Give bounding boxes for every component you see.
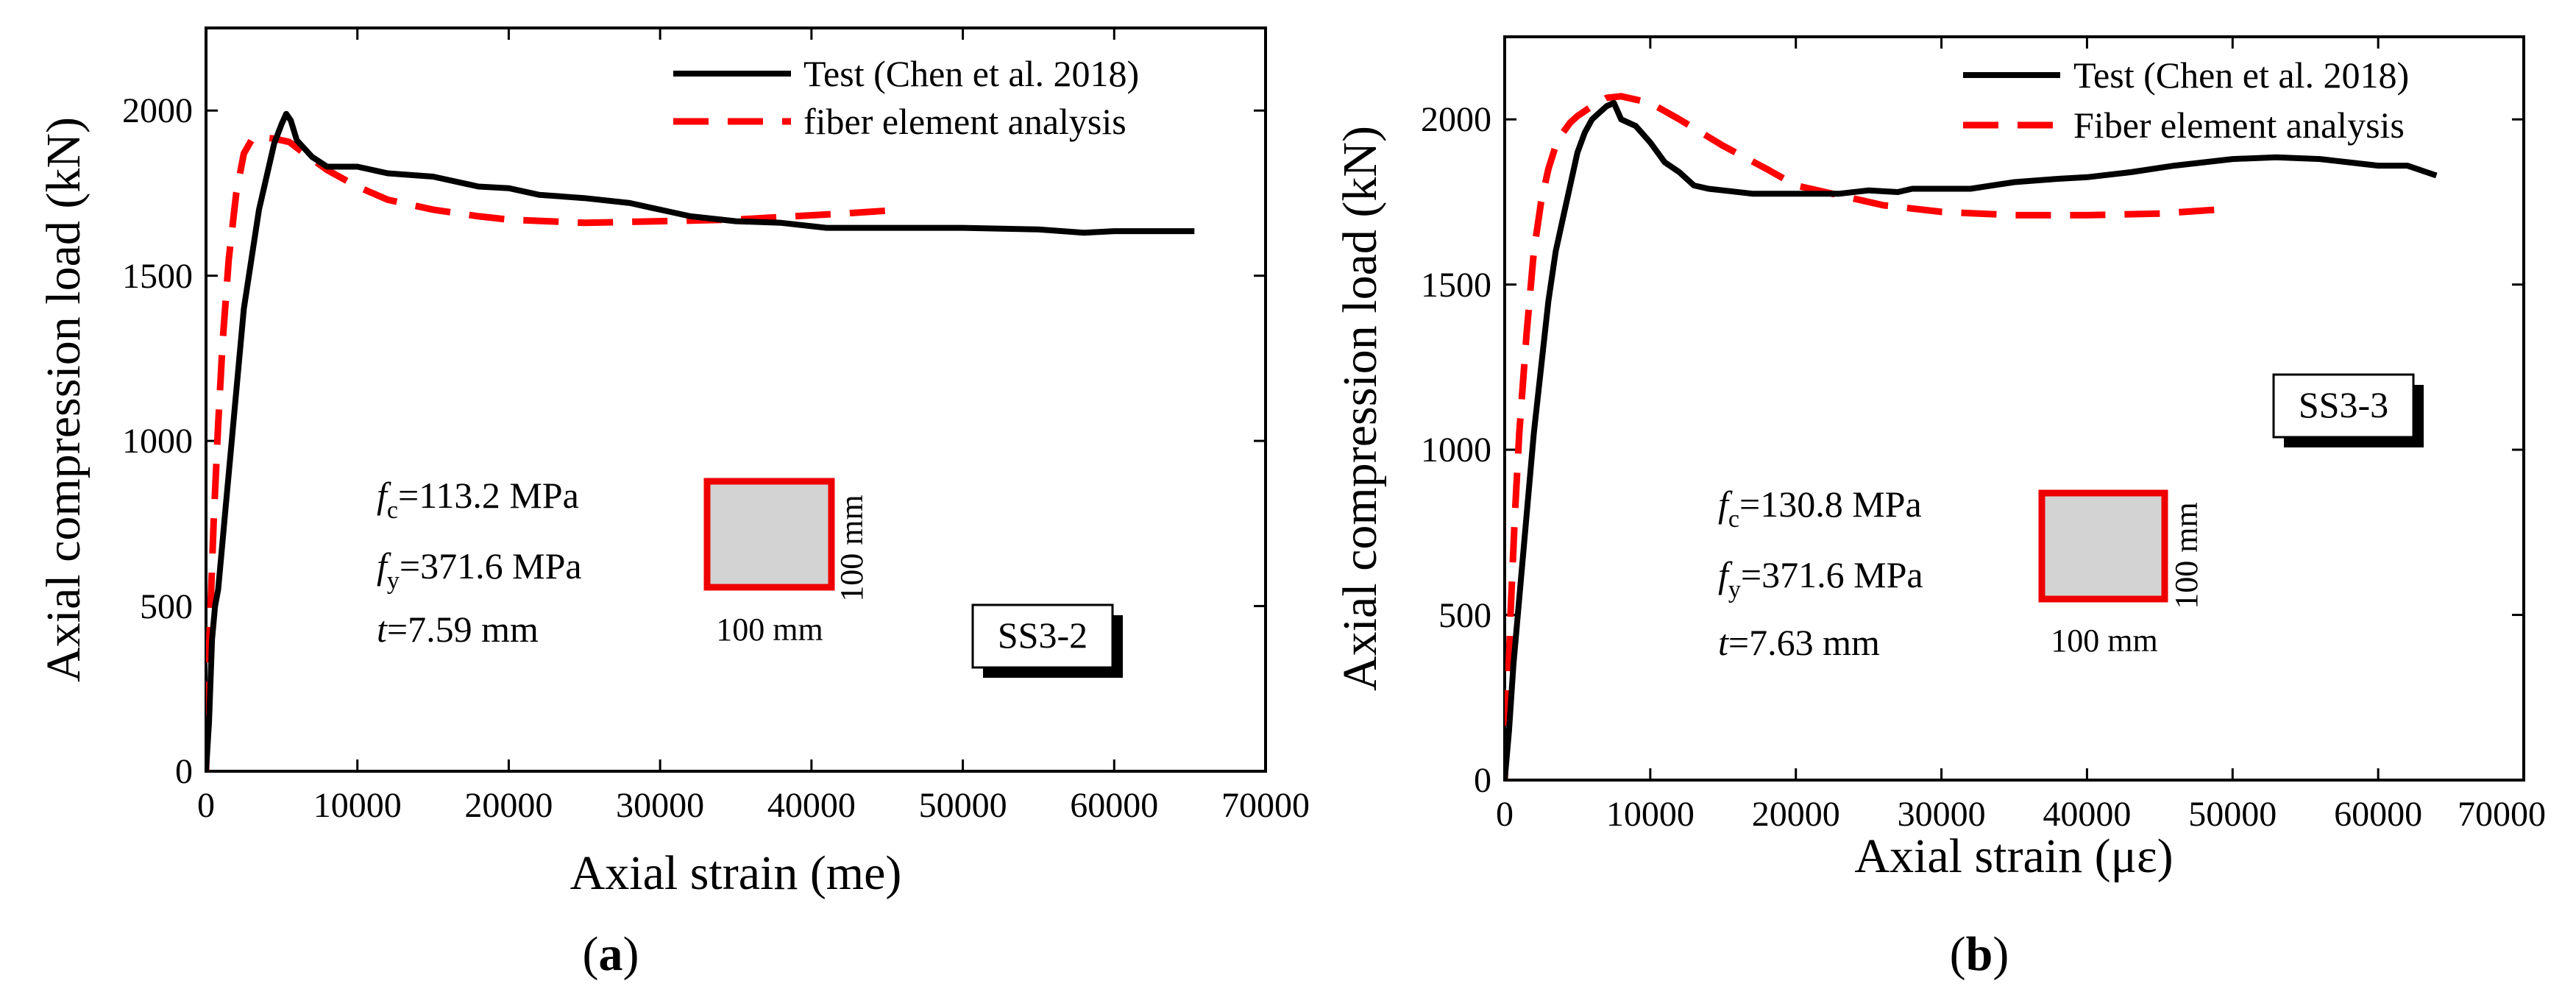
fy-subscript-b: y [1728,576,1741,603]
material-properties-b: fc=130.8 MPa fy=371.6 MPa t=7.63 mm [1718,483,1923,663]
square-section-icon-a [703,478,835,591]
x-tick-label-b-7: 70000 [2458,795,2546,834]
fy-value-b: =371.6 MPa [1741,554,1923,595]
legend-a: Test (Chen et al. 2018) fiber element an… [673,53,1139,142]
series-line-test-b [1505,99,2438,780]
series-line-fiber-analysis-b [1505,93,2233,780]
y-tick-label-b-0: 0 [1474,761,1491,800]
section-width-label-a: 100 mm [716,612,823,648]
x-tick-label-b-6: 60000 [2334,795,2422,834]
x-tick-label-b-4: 40000 [2043,795,2131,834]
y-tick-label-b-1: 500 [1438,596,1491,635]
panel-caption-letter-a: a [599,927,623,981]
series-line-test-a [206,110,1195,771]
y-tick-labels-b: 0 500 1000 1500 2000 [1421,100,1491,800]
plot-frame-a [205,26,1267,773]
specimen-text-a: SS3-2 [998,614,1087,656]
panel-caption-letter-b: b [1966,927,1993,981]
specimen-box-a [971,603,1114,669]
specimen-label-a: SS3-2 [971,603,1123,678]
tick-marks-b [1503,37,2525,782]
legend-label-test-a: Test (Chen et al. 2018) [803,53,1139,94]
fy-value-a: =371.6 MPa [400,545,582,587]
y-axis-label-a: Axial compression load (kN) [37,117,91,682]
panel-caption-a: (a) [583,927,639,981]
y-tick-label-b-2: 1000 [1421,431,1491,470]
legend-label-fiber-b: Fiber element analysis [2073,105,2405,146]
material-properties-a: fc=113.2 MPa fy=371.6 MPa t=7.59 mm [377,475,582,650]
cross-section-b: 100 mm 100 mm [2038,489,2204,659]
chart-panel-a: 0 10000 20000 30000 40000 50000 60000 70… [37,26,1310,981]
fy-subscript-a: y [387,567,400,595]
legend-label-test-b: Test (Chen et al. 2018) [2073,54,2409,96]
x-axis-label-b: Axial strain (με) [1854,829,2173,883]
chart-panel-b: 0 10000 20000 30000 40000 50000 60000 70… [1333,35,2546,981]
legend-b: Test (Chen et al. 2018) Fiber element an… [1963,54,2409,146]
t-value-a: =7.59 mm [387,609,539,650]
t-annotation-a: t=7.59 mm [377,609,539,650]
y-tick-label-a-1: 500 [140,587,193,626]
specimen-label-b: SS3-3 [2272,373,2424,447]
y-tick-label-a-3: 1500 [122,257,193,296]
x-tick-label-a-4: 40000 [767,786,856,825]
t-annotation-b: t=7.63 mm [1718,622,1880,663]
x-tick-label-b-2: 20000 [1752,795,1840,834]
cross-section-a: 100 mm 100 mm [703,478,870,648]
y-tick-label-a-4: 2000 [122,91,193,130]
t-symbol-a: t [377,609,388,650]
x-tick-labels-a: 0 10000 20000 30000 40000 50000 60000 70… [197,786,1310,825]
t-symbol-b: t [1718,622,1729,663]
x-tick-label-a-0: 0 [197,786,215,825]
x-tick-label-b-5: 50000 [2188,795,2277,834]
x-axis-label-a: Axial strain (me) [570,846,902,900]
section-height-label-a: 100 mm [834,495,870,601]
x-tick-label-b-3: 30000 [1898,795,1986,834]
panel-caption-b: (b) [1950,927,2009,981]
section-width-label-b: 100 mm [2051,623,2157,659]
square-section-icon-b [2038,489,2168,603]
x-tick-label-b-1: 10000 [1606,795,1695,834]
fc-value-b: =130.8 MPa [1739,483,1922,525]
y-tick-label-a-0: 0 [175,752,193,791]
fy-annotation-a: fy=371.6 MPa [377,545,582,595]
fc-subscript-b: c [1728,506,1739,533]
legend-label-fiber-a: fiber element analysis [803,101,1126,142]
x-tick-label-a-3: 30000 [616,786,704,825]
t-value-b: =7.63 mm [1728,622,1880,663]
fc-annotation-b: fc=130.8 MPa [1718,483,1922,533]
fy-annotation-b: fy=371.6 MPa [1718,554,1923,603]
fc-annotation-a: fc=113.2 MPa [377,475,579,524]
section-height-label-b: 100 mm [2168,502,2204,609]
x-tick-label-a-6: 60000 [1070,786,1158,825]
specimen-text-b: SS3-3 [2299,384,2388,425]
y-tick-label-b-4: 2000 [1421,100,1491,139]
y-tick-label-a-2: 1000 [122,422,193,461]
x-tick-label-a-1: 10000 [313,786,402,825]
x-tick-labels-b: 0 10000 20000 30000 40000 50000 60000 70… [1496,795,2546,834]
x-tick-label-a-5: 50000 [919,786,1007,825]
y-tick-label-b-3: 1500 [1421,266,1491,305]
series-line-fiber-analysis-a [206,133,903,771]
x-tick-label-b-0: 0 [1496,795,1514,834]
fc-value-a: =113.2 MPa [398,475,579,516]
fc-subscript-a: c [387,497,398,524]
x-tick-label-a-2: 20000 [464,786,553,825]
plot-frame-b [1503,35,2525,782]
y-tick-labels-a: 0 500 1000 1500 2000 [122,91,193,791]
x-tick-label-a-7: 70000 [1221,786,1310,825]
y-axis-label-b: Axial compression load (kN) [1333,126,1387,691]
specimen-box-b [2272,373,2415,439]
